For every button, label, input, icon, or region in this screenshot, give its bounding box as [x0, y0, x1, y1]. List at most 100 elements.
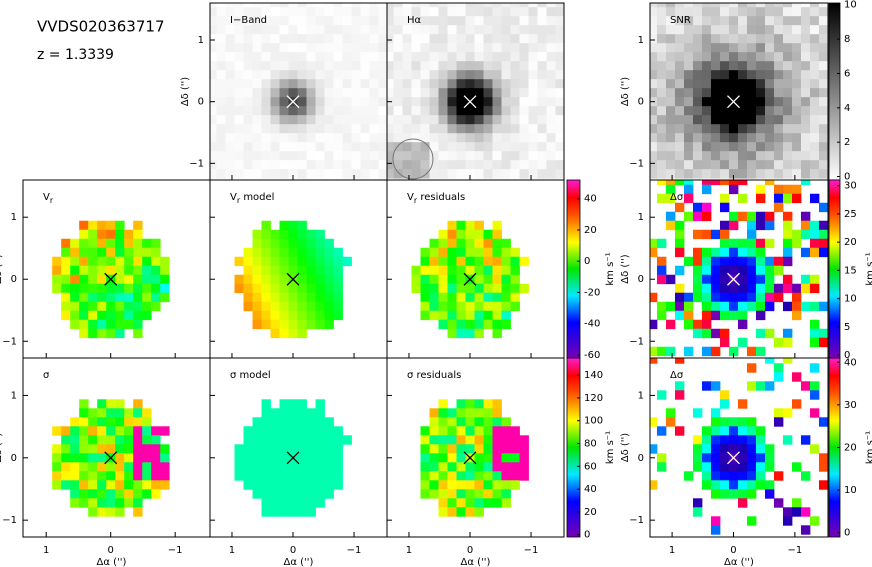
map-pixel [719, 61, 730, 71]
map-pixel [261, 319, 271, 330]
map-pixel [791, 133, 802, 143]
map-pixel [809, 363, 820, 373]
map-pixel [719, 160, 730, 170]
map-pixel [746, 97, 757, 107]
map-pixel [279, 444, 289, 454]
map-pixel [465, 169, 475, 179]
map-pixel [728, 61, 739, 71]
map-pixel [360, 169, 370, 179]
map-pixel [234, 25, 244, 35]
map-pixel [70, 426, 80, 436]
map-pixel [234, 34, 244, 44]
map-pixel [465, 133, 475, 143]
map-pixel [474, 453, 484, 463]
map-pixel [88, 229, 98, 240]
map-pixel [791, 372, 802, 382]
center-cross [104, 272, 118, 286]
map-pixel [447, 7, 457, 17]
map-pixel [411, 151, 421, 161]
map-pixel [52, 283, 62, 294]
map-pixel [710, 480, 721, 490]
map-pixel [306, 462, 316, 472]
map-pixel [746, 417, 757, 427]
panel-label: σ model [230, 370, 271, 381]
map-pixel [261, 256, 271, 267]
map-pixel [537, 133, 547, 143]
map-pixel [746, 489, 757, 499]
map-pixel [106, 408, 116, 418]
map-pixel [402, 97, 412, 107]
map-pixel [351, 79, 361, 89]
map-pixel [483, 70, 493, 80]
map-pixel [306, 310, 316, 321]
map-pixel [764, 25, 775, 35]
map-pixel [474, 7, 484, 17]
map-pixel [737, 283, 748, 294]
map-pixel [546, 7, 556, 17]
map-pixel [106, 417, 116, 427]
map-pixel [782, 256, 793, 267]
map-pixel [800, 211, 811, 222]
map-pixel [79, 399, 89, 409]
map-pixel [429, 70, 439, 80]
map-pixel [492, 489, 502, 499]
map-pixel [701, 283, 712, 294]
map-pixel [369, 34, 379, 44]
map-pixel [315, 16, 325, 26]
y-tick-label: −1 [629, 158, 644, 169]
map-pixel [306, 142, 316, 152]
map-pixel [279, 319, 289, 330]
colorbar-tick-label: 30 [844, 400, 857, 411]
map-pixel [737, 453, 748, 463]
map-pixel [719, 399, 730, 409]
map-pixel [216, 151, 226, 161]
map-pixel [755, 426, 766, 436]
map-pixel [665, 151, 676, 161]
map-pixel [737, 124, 748, 134]
map-pixel [474, 97, 484, 107]
map-pixel [773, 363, 784, 373]
map-pixel [501, 115, 511, 125]
map-pixel [474, 426, 484, 436]
map-pixel [252, 97, 262, 107]
map-pixel [243, 3, 253, 8]
map-pixel [746, 265, 757, 276]
map-pixel [755, 106, 766, 116]
map-pixel [483, 444, 493, 454]
map-pixel [456, 310, 466, 321]
map-pixel [79, 480, 89, 490]
map-pixel [728, 184, 739, 195]
map-pixel [133, 238, 143, 249]
map-pixel [510, 453, 520, 463]
map-pixel [555, 16, 565, 26]
map-pixel [270, 133, 280, 143]
map-pixel [429, 417, 439, 427]
map-pixel [737, 142, 748, 152]
map-pixel [492, 408, 502, 418]
map-pixel [333, 7, 343, 17]
map-pixel [297, 142, 307, 152]
map-pixel [483, 169, 493, 179]
map-pixel [474, 408, 484, 418]
map-pixel [665, 133, 676, 143]
map-pixel [315, 151, 325, 161]
map-pixel [683, 61, 694, 71]
map-pixel [782, 211, 793, 222]
center-cross [104, 451, 118, 465]
map-pixel [420, 160, 430, 170]
map-pixel [755, 247, 766, 258]
map-pixel [429, 292, 439, 303]
map-pixel [800, 3, 811, 8]
map-pixel [710, 247, 721, 258]
map-pixel [692, 283, 703, 294]
map-pixel [234, 16, 244, 26]
map-pixel [800, 160, 811, 170]
x-tick-label: 0 [108, 545, 114, 556]
map-pixel [447, 124, 457, 134]
map-pixel [719, 328, 730, 339]
map-pixel [216, 133, 226, 143]
map-pixel [456, 61, 466, 71]
map-pixel [297, 435, 307, 445]
map-pixel [474, 61, 484, 71]
map-pixel [438, 265, 448, 276]
